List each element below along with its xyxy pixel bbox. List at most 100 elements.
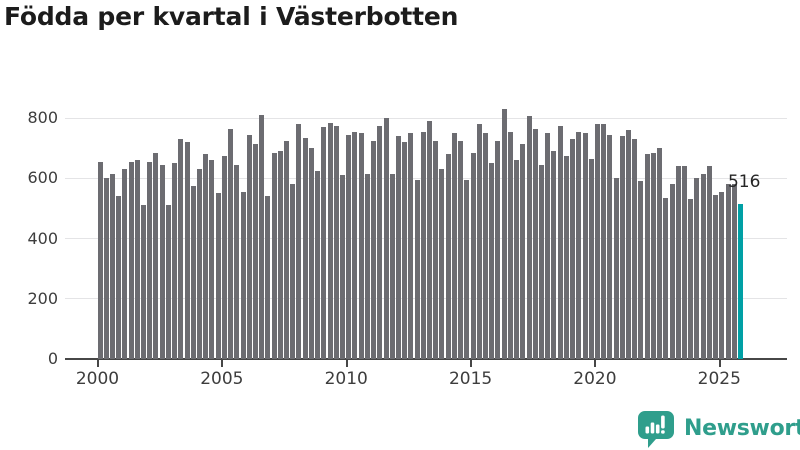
bar	[408, 133, 414, 359]
x-tick-2000	[97, 360, 99, 367]
bar	[681, 166, 687, 359]
bar	[395, 136, 401, 359]
bar	[141, 205, 147, 359]
bar	[240, 191, 246, 359]
bar	[545, 133, 551, 359]
newsworthy-wordmark: Newsworthy	[684, 416, 800, 441]
bar	[389, 173, 395, 359]
bar	[694, 178, 700, 359]
bar	[563, 155, 569, 359]
bar	[265, 196, 271, 359]
bar	[147, 161, 153, 359]
bar	[215, 193, 221, 359]
bar	[252, 143, 258, 359]
bar	[433, 140, 439, 359]
bar	[458, 140, 464, 359]
bar	[184, 142, 190, 359]
bar	[134, 160, 140, 359]
bar	[259, 114, 265, 359]
bar	[346, 134, 352, 359]
x-tick-2010	[345, 360, 348, 367]
newsworthy-logo-icon	[638, 411, 674, 448]
bar	[377, 125, 383, 359]
bar	[551, 151, 557, 359]
bar	[290, 184, 296, 359]
bar	[570, 139, 576, 359]
bar	[271, 152, 277, 359]
x-axis-label-2025: 2025	[697, 369, 741, 389]
y-axis-label-400: 400	[27, 228, 58, 248]
bar	[576, 131, 582, 359]
bar	[234, 164, 240, 359]
y-axis-label-200: 200	[27, 288, 58, 308]
bar	[246, 134, 252, 359]
bar	[476, 124, 482, 359]
bar	[402, 142, 408, 359]
value-annotation: 516	[727, 172, 761, 192]
bar	[657, 148, 663, 359]
bar	[439, 169, 445, 359]
bar	[427, 121, 433, 359]
bar	[557, 125, 563, 359]
bar	[588, 158, 594, 359]
bar	[196, 169, 202, 359]
bar	[607, 134, 613, 359]
bar	[601, 124, 607, 359]
bar	[340, 175, 345, 359]
bar	[296, 124, 302, 359]
bar	[501, 108, 507, 359]
bar	[594, 124, 600, 359]
bar	[663, 197, 669, 359]
bar	[495, 140, 501, 359]
bar	[526, 116, 532, 359]
bar	[228, 128, 234, 359]
bar	[420, 131, 426, 359]
bar	[626, 130, 632, 359]
bar	[725, 184, 731, 359]
bar	[203, 154, 209, 359]
bar	[613, 178, 619, 359]
x-axis-label-2015: 2015	[448, 369, 493, 389]
bar	[644, 154, 650, 359]
bar	[638, 181, 644, 359]
bar	[688, 199, 694, 359]
x-tick-2025	[718, 360, 721, 367]
bar	[284, 140, 290, 359]
bar	[445, 154, 451, 359]
bar	[731, 184, 737, 359]
bar	[719, 191, 725, 359]
bar	[632, 139, 638, 359]
gridline-800	[65, 117, 787, 119]
bar	[507, 131, 513, 359]
bar	[532, 128, 538, 359]
bar	[414, 179, 420, 359]
bar	[165, 205, 171, 359]
x-axis-label-2005: 2005	[200, 369, 244, 389]
bar	[514, 160, 520, 359]
bar	[358, 133, 364, 359]
bar	[327, 122, 333, 359]
highlighted-bar	[737, 203, 743, 359]
bar	[153, 152, 159, 359]
bar	[122, 169, 128, 359]
x-tick-2005	[221, 360, 224, 367]
x-tick-2020	[594, 360, 597, 367]
bar	[675, 166, 681, 359]
bar	[371, 140, 377, 359]
bar	[190, 185, 196, 359]
bar	[209, 160, 215, 359]
newsworthy-logo[interactable]: Newsworthy	[637, 410, 800, 448]
bar	[520, 143, 526, 359]
y-axis-label-600: 600	[27, 168, 58, 188]
bar	[713, 194, 719, 359]
bar	[489, 163, 495, 359]
x-axis-label-2020: 2020	[573, 369, 617, 389]
bar	[315, 170, 321, 359]
bar	[483, 133, 489, 359]
bar	[308, 148, 314, 359]
gridline-600	[65, 177, 787, 179]
bar	[706, 166, 712, 359]
bar	[159, 164, 165, 359]
bar	[700, 173, 706, 359]
